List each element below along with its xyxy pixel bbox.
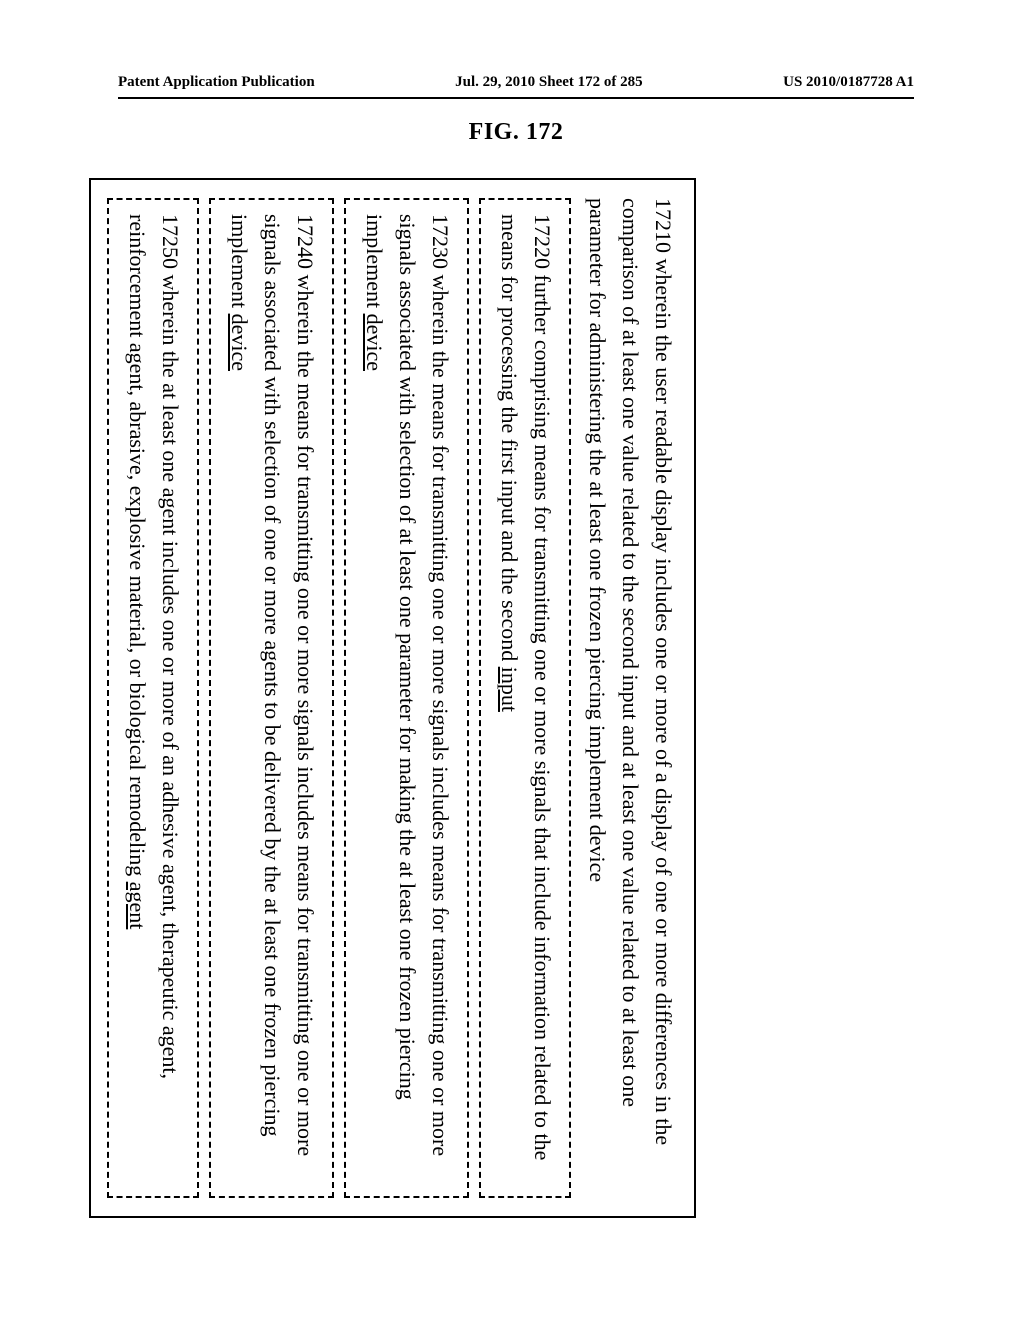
row-num: 17220 [530,214,555,269]
row-underline: device [362,314,387,371]
lead-num: 17210 [651,198,676,253]
row-underline: device [227,314,252,371]
row-17240: 17240 wherein the means for transmitting… [209,198,334,1198]
header-right: US 2010/0187728 A1 [783,74,914,91]
figure-title: FIG. 172 [469,119,564,146]
row-num: 17230 [428,214,453,269]
row-17230: 17230 wherein the means for transmitting… [344,198,469,1198]
flow-diagram: 17210 wherein the user readable display … [0,178,696,1218]
row-17220: 17220 further comprising means for trans… [479,198,571,1198]
row-pre: wherein the at least one agent includes … [125,214,183,1079]
header-rule [118,97,914,99]
lead-text: 17210 wherein the user readable display … [581,198,680,1198]
outer-box: 17210 wherein the user readable display … [89,178,696,1218]
row-num: 17250 [158,214,183,269]
page: Patent Application Publication Jul. 29, … [0,0,1024,1320]
header-left: Patent Application Publication [118,74,315,91]
page-header: Patent Application Publication Jul. 29, … [118,74,914,91]
header-center: Jul. 29, 2010 Sheet 172 of 285 [455,74,643,91]
lead-body: wherein the user readable display includ… [585,198,676,1145]
row-17250: 17250 wherein the at least one agent inc… [107,198,199,1198]
row-num: 17240 [293,214,318,269]
row-underline: agent [125,882,150,930]
figure-area: FIG. 172 17210 wherein the user readable… [131,113,901,1203]
row-underline: input [497,667,522,712]
